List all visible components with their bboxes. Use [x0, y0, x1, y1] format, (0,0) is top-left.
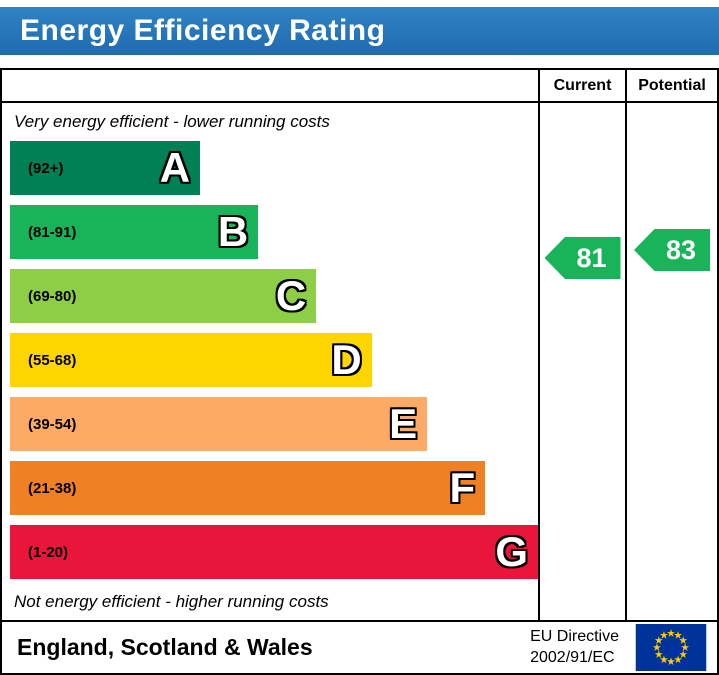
- band-bar-c: (69-80) C: [10, 269, 317, 323]
- current-rating-value: 81: [576, 242, 607, 273]
- current-rating-marker: 81: [544, 237, 621, 279]
- top-note: Very energy efficient - lower running co…: [14, 112, 330, 131]
- band-letter: A: [159, 144, 191, 191]
- region-label: England, Scotland & Wales: [17, 634, 313, 660]
- potential-rating-marker: 83: [634, 229, 710, 271]
- eu-directive-line2: 2002/91/EC: [530, 648, 615, 666]
- potential-rating-value: 83: [665, 234, 697, 265]
- band-row-e: (39-54) E: [10, 397, 538, 451]
- energy-rating-chart: Current Potential Very energy efficient …: [0, 68, 719, 622]
- bottom-note: Not energy efficient - higher running co…: [14, 592, 329, 611]
- eu-directive-label: EU Directive 2002/91/EC: [530, 627, 619, 669]
- footer: England, Scotland & Wales EU Directive 2…: [0, 622, 719, 675]
- band-row-c: (69-80) C: [10, 269, 538, 323]
- band-area: Very energy efficient - lower running co…: [2, 103, 538, 620]
- band-letter: C: [275, 272, 307, 319]
- band-range-label: (69-80): [28, 287, 77, 305]
- band-range-label: (81-91): [28, 223, 77, 241]
- band-range-label: (1-20): [28, 543, 69, 561]
- band-row-a: (92+) A: [10, 141, 538, 195]
- band-bar-g: (1-20) G: [10, 525, 538, 579]
- band-range-label: (39-54): [28, 415, 77, 433]
- page-title: Energy Efficiency Rating: [20, 14, 386, 47]
- eu-directive-line1: EU Directive: [530, 627, 619, 645]
- band-range-label: (55-68): [28, 351, 77, 369]
- band-letter: E: [389, 400, 418, 447]
- header-spacer: [2, 70, 538, 103]
- band-row-b: (81-91) B: [10, 205, 538, 259]
- band-letter: B: [217, 208, 249, 255]
- band-bar-e: (39-54) E: [10, 397, 428, 451]
- band-bar-a: (92+) A: [10, 141, 201, 195]
- band-row-g: (1-20) G: [10, 525, 538, 579]
- band-range-label: (92+): [28, 159, 64, 177]
- potential-column: 83: [625, 103, 717, 620]
- title-bar: Energy Efficiency Rating: [0, 7, 719, 55]
- bands: (92+) A (81-91) B (69-80) C: [2, 141, 538, 579]
- current-column-header: Current: [538, 70, 625, 103]
- band-letter: G: [495, 528, 528, 575]
- band-row-d: (55-68) D: [10, 333, 538, 387]
- band-letter: F: [449, 464, 476, 511]
- band-letter: D: [331, 336, 362, 383]
- potential-column-header: Potential: [625, 70, 717, 103]
- band-range-label: (21-38): [28, 479, 77, 497]
- current-column: 81: [538, 103, 625, 620]
- eu-flag-icon: [635, 624, 707, 671]
- band-row-f: (21-38) F: [10, 461, 538, 515]
- band-bar-d: (55-68) D: [10, 333, 372, 387]
- band-bar-f: (21-38) F: [10, 461, 486, 515]
- band-bar-b: (81-91) B: [10, 205, 259, 259]
